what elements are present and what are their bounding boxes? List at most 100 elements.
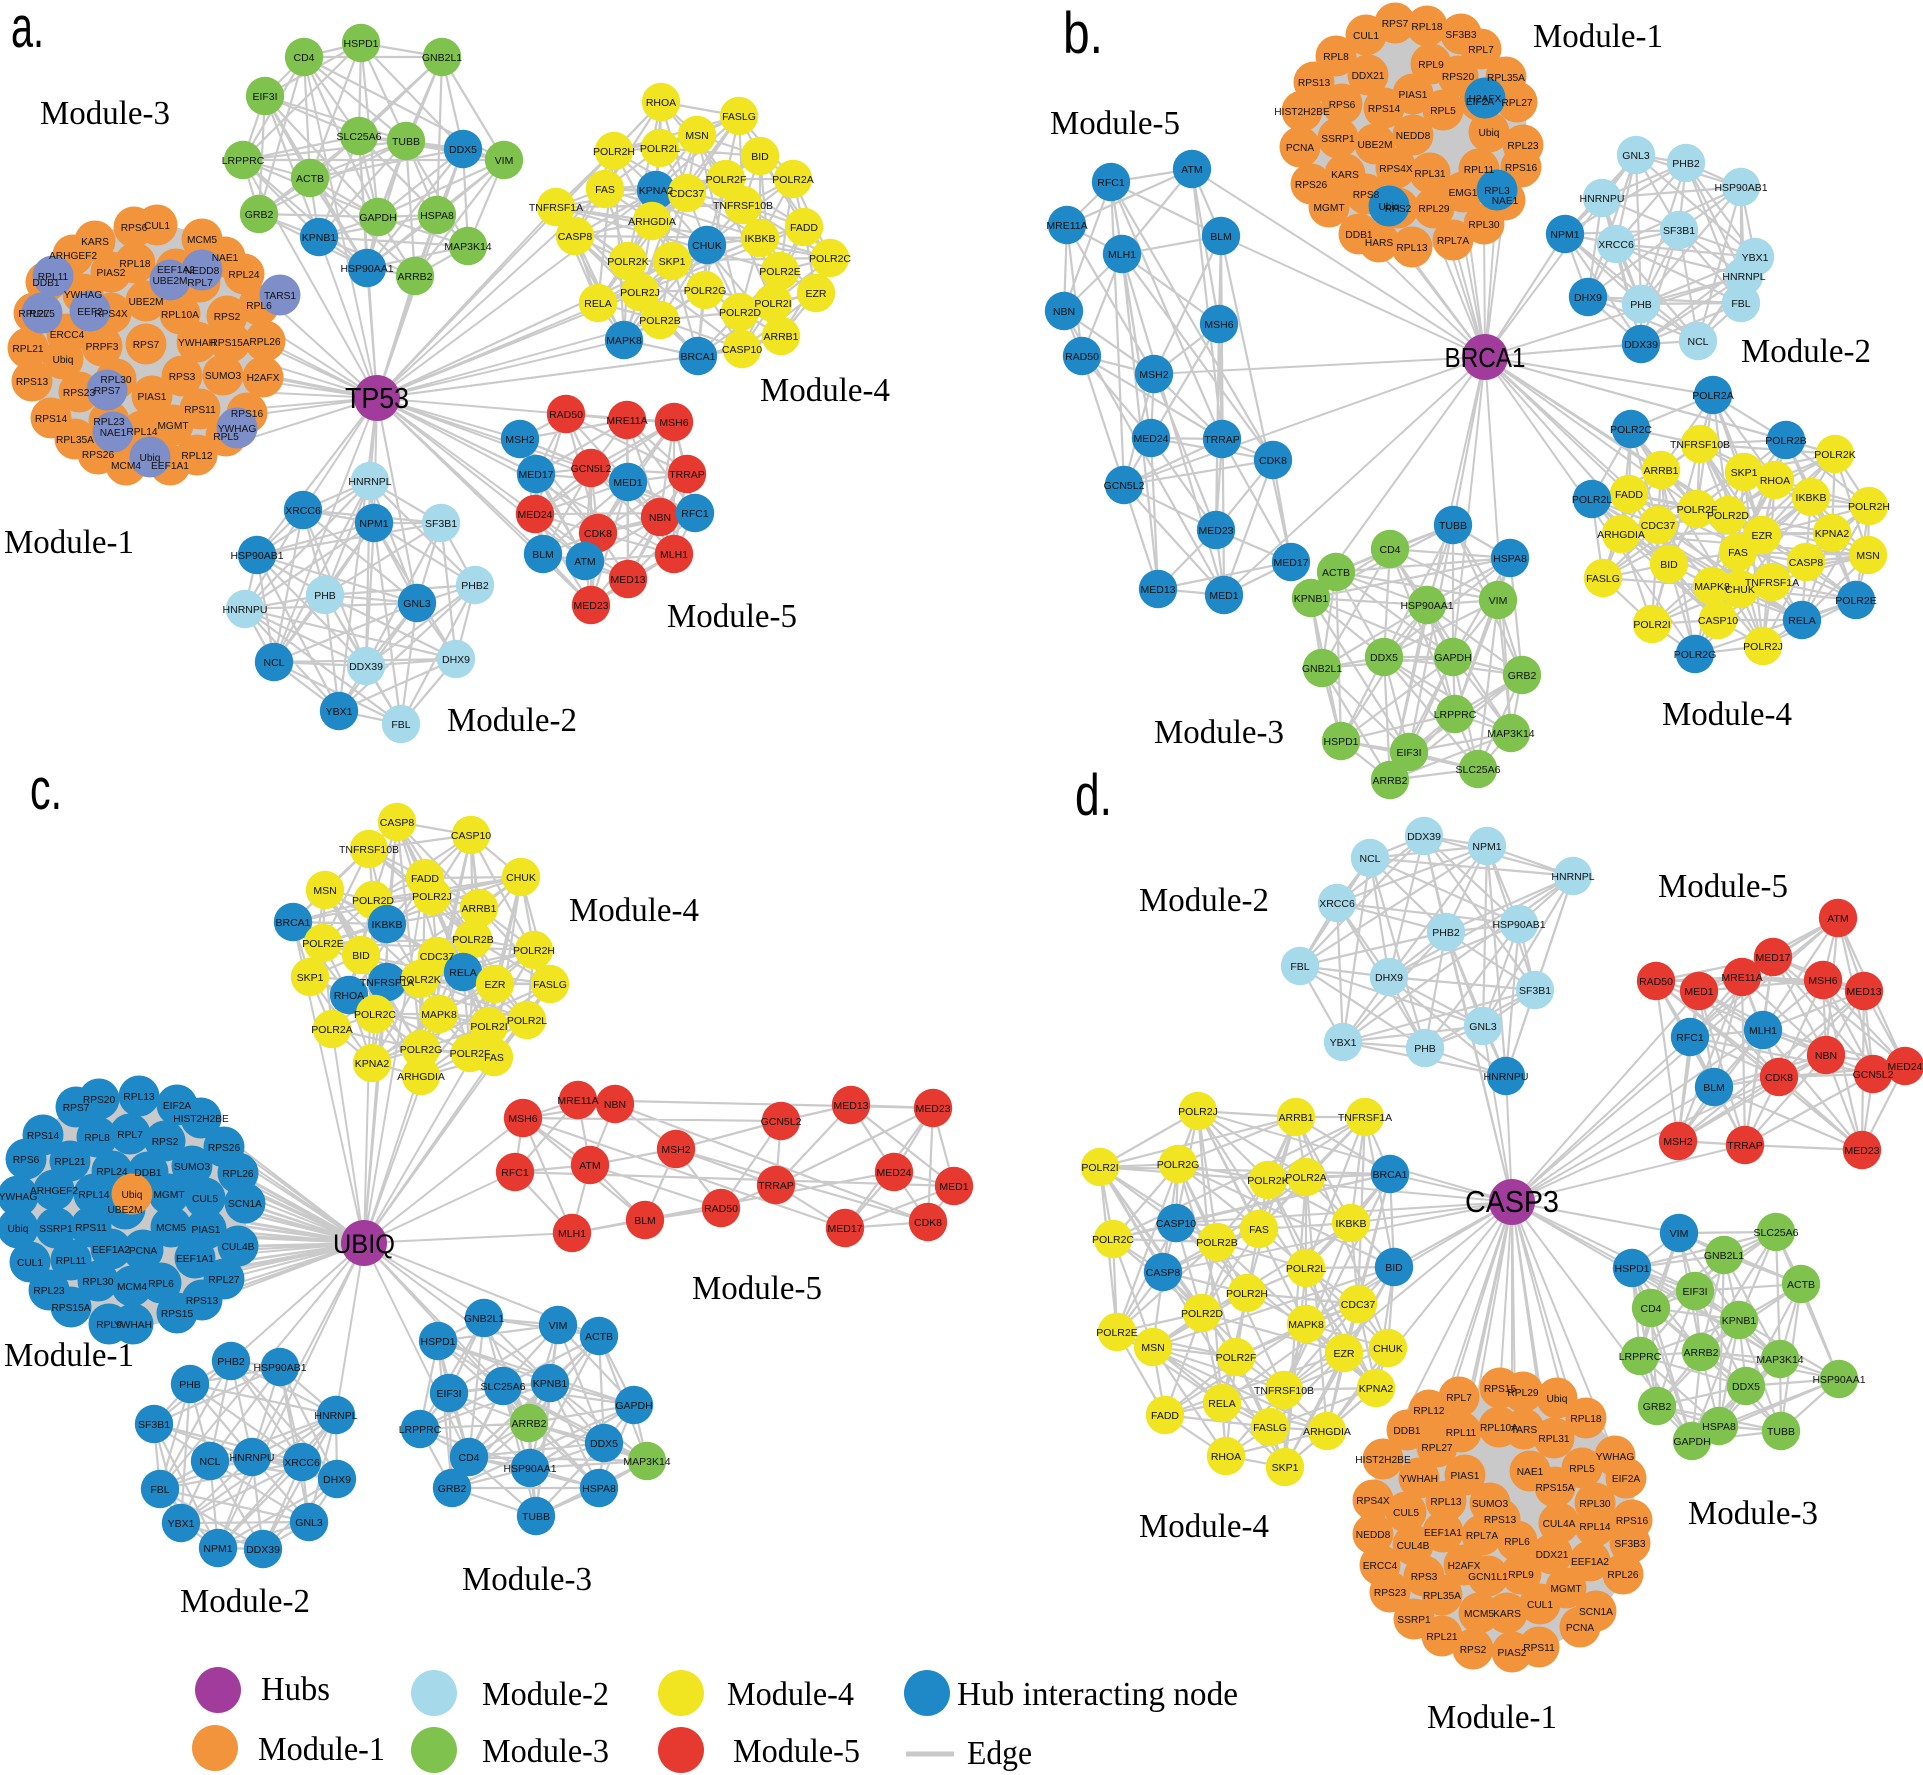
svg-text:MED23: MED23: [1198, 525, 1233, 537]
svg-text:MED13: MED13: [1140, 584, 1175, 596]
svg-text:NBN: NBN: [604, 1099, 626, 1111]
svg-text:MAPK8: MAPK8: [1694, 581, 1730, 593]
svg-text:POLR2J: POLR2J: [620, 287, 660, 299]
svg-text:POLR2L: POLR2L: [1572, 494, 1612, 506]
svg-text:RPL27: RPL27: [18, 309, 49, 320]
svg-text:NAE1: NAE1: [1492, 196, 1519, 207]
svg-text:RPL27: RPL27: [208, 1275, 239, 1286]
svg-text:POLR2K: POLR2K: [1247, 1175, 1288, 1187]
svg-text:SF3B3: SF3B3: [1445, 30, 1476, 41]
svg-text:HNRNPL: HNRNPL: [1722, 271, 1765, 283]
svg-text:EEF1A1: EEF1A1: [176, 1254, 214, 1265]
svg-text:PIAS1: PIAS1: [1399, 90, 1428, 101]
svg-text:RPS7: RPS7: [1382, 19, 1409, 30]
svg-text:KPNB1: KPNB1: [1294, 593, 1329, 605]
svg-text:CASP10: CASP10: [722, 344, 762, 356]
svg-text:BID: BID: [1660, 559, 1678, 571]
svg-text:MAPK8: MAPK8: [421, 1009, 457, 1021]
svg-text:MSN: MSN: [1856, 550, 1879, 562]
svg-text:RPL7A: RPL7A: [1466, 1531, 1498, 1542]
svg-text:POLR2G: POLR2G: [400, 1044, 443, 1056]
svg-text:Module-4: Module-4: [1662, 696, 1792, 733]
svg-text:EIF3I: EIF3I: [1682, 1286, 1707, 1298]
svg-text:RPL8: RPL8: [84, 1133, 110, 1144]
svg-text:RPS16: RPS16: [1616, 1516, 1649, 1527]
svg-text:Module-5: Module-5: [733, 1733, 860, 1770]
svg-text:SSRP1: SSRP1: [1321, 134, 1355, 145]
svg-text:GNL3: GNL3: [403, 598, 431, 610]
svg-text:RAD50: RAD50: [1065, 351, 1099, 363]
svg-text:Ubiq: Ubiq: [8, 1224, 29, 1235]
svg-text:EIF3I: EIF3I: [436, 1388, 461, 1400]
svg-text:VIM: VIM: [495, 155, 514, 167]
svg-text:CDK8: CDK8: [914, 1217, 942, 1229]
svg-text:YWHAH: YWHAH: [178, 338, 216, 349]
svg-text:BID: BID: [751, 151, 769, 163]
svg-text:POLR2A: POLR2A: [1692, 390, 1733, 402]
svg-text:CHUK: CHUK: [506, 872, 536, 884]
svg-text:Ubiq: Ubiq: [122, 1190, 143, 1201]
svg-text:CUL4B: CUL4B: [222, 1242, 255, 1253]
svg-text:GNL3: GNL3: [1622, 150, 1650, 162]
svg-text:RPS6: RPS6: [13, 1155, 40, 1166]
svg-text:HSP90AA1: HSP90AA1: [1812, 1374, 1865, 1386]
svg-text:MAP3K14: MAP3K14: [623, 1456, 670, 1468]
svg-text:RPS23: RPS23: [1374, 1588, 1407, 1599]
svg-text:TARS1: TARS1: [264, 291, 296, 302]
svg-text:SF3B3: SF3B3: [1614, 1539, 1645, 1550]
svg-text:CASP8: CASP8: [558, 231, 593, 243]
svg-text:GNB2L1: GNB2L1: [422, 52, 462, 64]
svg-text:PIAS1: PIAS1: [192, 1225, 221, 1236]
svg-text:MED24: MED24: [876, 1167, 911, 1179]
svg-text:POLR2J: POLR2J: [1178, 1106, 1218, 1118]
svg-text:CDC37: CDC37: [1641, 520, 1676, 532]
svg-text:POLR2F: POLR2F: [1216, 1352, 1257, 1364]
svg-text:XRCC6: XRCC6: [1319, 898, 1355, 910]
svg-text:LRPPRC: LRPPRC: [399, 1424, 442, 1436]
svg-text:RPL27: RPL27: [1501, 98, 1532, 109]
svg-text:Module-3: Module-3: [40, 95, 170, 132]
svg-text:POLR2I: POLR2I: [754, 298, 791, 310]
svg-text:RPL3: RPL3: [1484, 186, 1510, 197]
svg-text:GCN5L2: GCN5L2: [571, 463, 612, 475]
svg-text:HSPA8: HSPA8: [420, 210, 454, 222]
svg-text:RFC1: RFC1: [1676, 1032, 1704, 1044]
svg-text:SLC25A6: SLC25A6: [481, 1381, 526, 1393]
svg-text:CHUK: CHUK: [1373, 1343, 1403, 1355]
svg-text:TNFRSF1A: TNFRSF1A: [1338, 1112, 1392, 1124]
svg-text:MED1: MED1: [1684, 986, 1713, 998]
svg-text:MCM4: MCM4: [117, 1282, 147, 1293]
svg-text:SCN1A: SCN1A: [228, 1199, 262, 1210]
svg-text:RPS13: RPS13: [186, 1296, 219, 1307]
svg-text:RELA: RELA: [584, 298, 611, 310]
svg-text:IKBKB: IKBKB: [745, 233, 776, 245]
svg-text:TNFRSF1A: TNFRSF1A: [360, 977, 414, 989]
svg-text:HNRNPU: HNRNPU: [230, 1452, 275, 1464]
svg-text:RPL26: RPL26: [1607, 1570, 1638, 1581]
svg-text:HSPA8: HSPA8: [1702, 1421, 1736, 1433]
svg-text:CHUK: CHUK: [1725, 584, 1755, 596]
svg-text:DDB1: DDB1: [1393, 1426, 1421, 1437]
svg-text:HSPD1: HSPD1: [1614, 1263, 1649, 1275]
svg-text:GNL3: GNL3: [1469, 1021, 1497, 1033]
svg-text:HARS: HARS: [1365, 238, 1394, 249]
svg-text:PIAS1: PIAS1: [138, 392, 167, 403]
svg-text:TNFRSF10B: TNFRSF10B: [1670, 439, 1730, 451]
svg-text:RPL18: RPL18: [1570, 1414, 1601, 1425]
svg-text:PHB2: PHB2: [1432, 927, 1460, 939]
svg-text:RPS2: RPS2: [152, 1137, 179, 1148]
svg-text:EZR: EZR: [1334, 1348, 1355, 1360]
svg-text:POLR2C: POLR2C: [1610, 424, 1652, 436]
svg-text:GCN5L2: GCN5L2: [1853, 1069, 1894, 1081]
svg-text:DDX39: DDX39: [246, 1544, 280, 1556]
svg-text:RPS26: RPS26: [82, 450, 115, 461]
svg-text:TNFRSF10B: TNFRSF10B: [339, 844, 399, 856]
svg-text:c.: c.: [30, 757, 62, 822]
svg-text:MAP3K14: MAP3K14: [1756, 1354, 1803, 1366]
svg-text:RPL35A: RPL35A: [56, 435, 94, 446]
svg-text:FADD: FADD: [1151, 1410, 1179, 1422]
svg-text:CDK8: CDK8: [1259, 455, 1287, 467]
svg-text:RELA: RELA: [1788, 615, 1815, 627]
svg-text:RPL11: RPL11: [38, 272, 69, 283]
svg-text:RPL23: RPL23: [33, 1286, 64, 1297]
